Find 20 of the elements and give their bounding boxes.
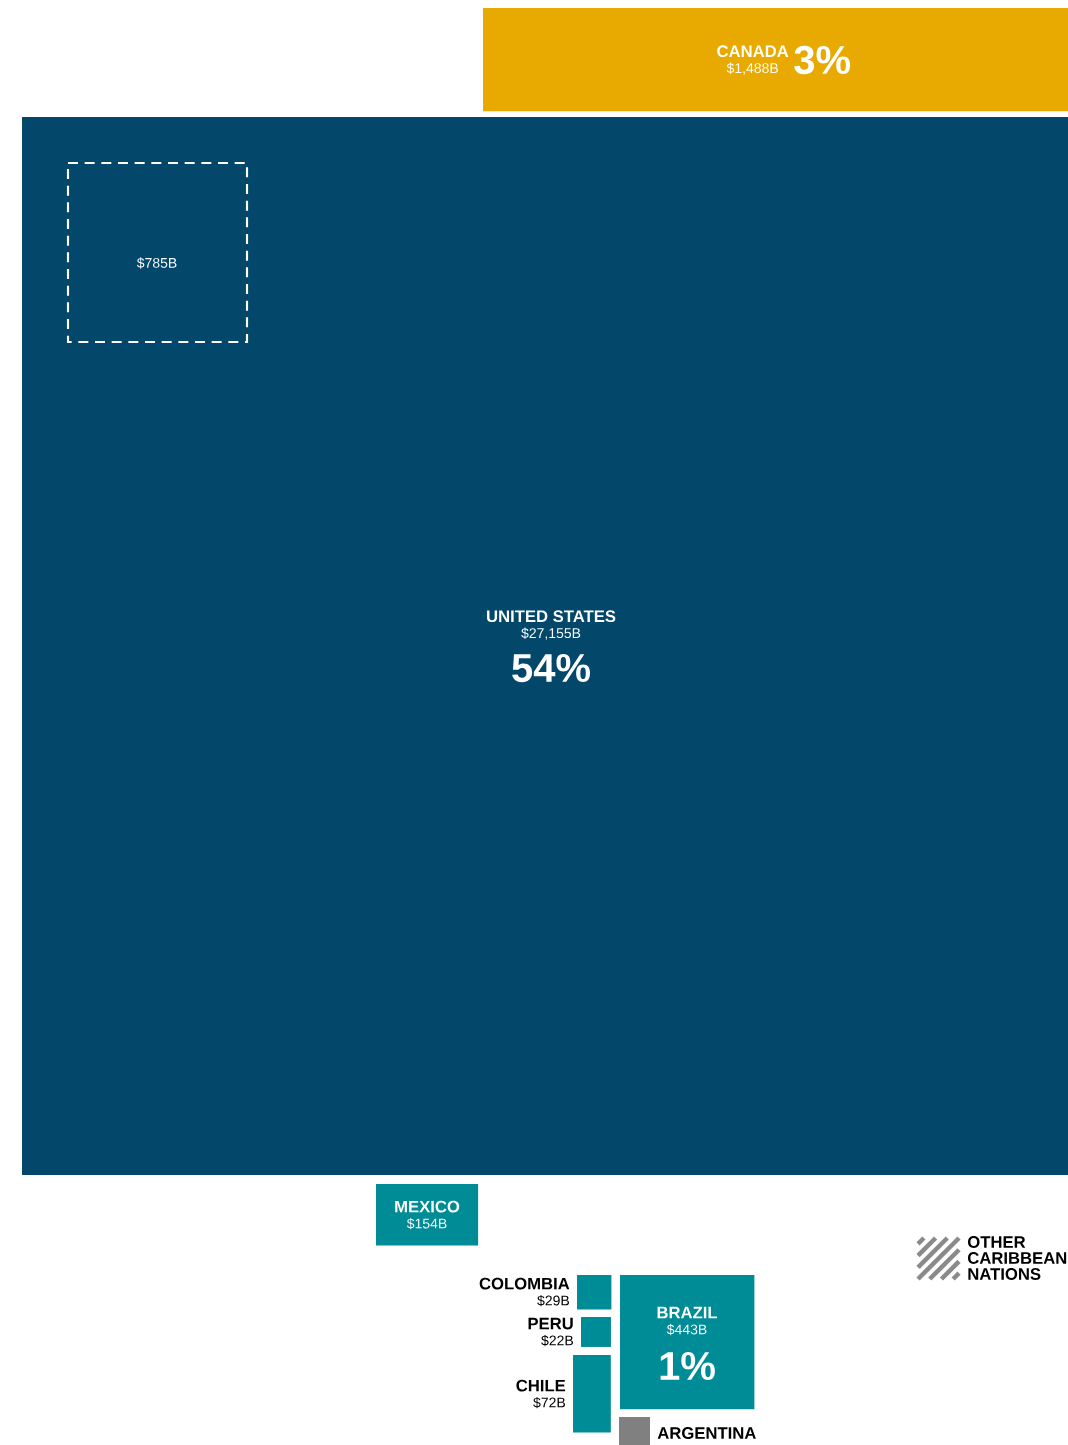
data-label: $27,155B (521, 627, 581, 640)
category-label: OTHER CARIBBEAN NATIONS (967, 1236, 1067, 1280)
category-label: CANADA (717, 45, 789, 58)
data-label: $443B (666, 1323, 707, 1336)
text: $785B (136, 257, 177, 269)
data-label: $29B (537, 1294, 569, 1307)
data-label: $154B (406, 1217, 447, 1230)
text: 1% (660, 1351, 715, 1381)
category-label: COLOMBIA (479, 1277, 570, 1290)
text: 54% (512, 653, 590, 683)
data-label: $72B (533, 1397, 565, 1409)
category-label: ARGENTINA (657, 1427, 756, 1439)
category-label: BRAZIL (657, 1306, 718, 1319)
data-label: $1,488B (726, 62, 778, 75)
category-label: MEXICO (395, 1200, 460, 1213)
category-label: UNITED STATES (487, 610, 616, 623)
category-label: CHILE (516, 1379, 566, 1392)
data-label: $22B (541, 1334, 573, 1347)
category-label: PERU (528, 1317, 573, 1330)
text: 3% (794, 45, 851, 75)
